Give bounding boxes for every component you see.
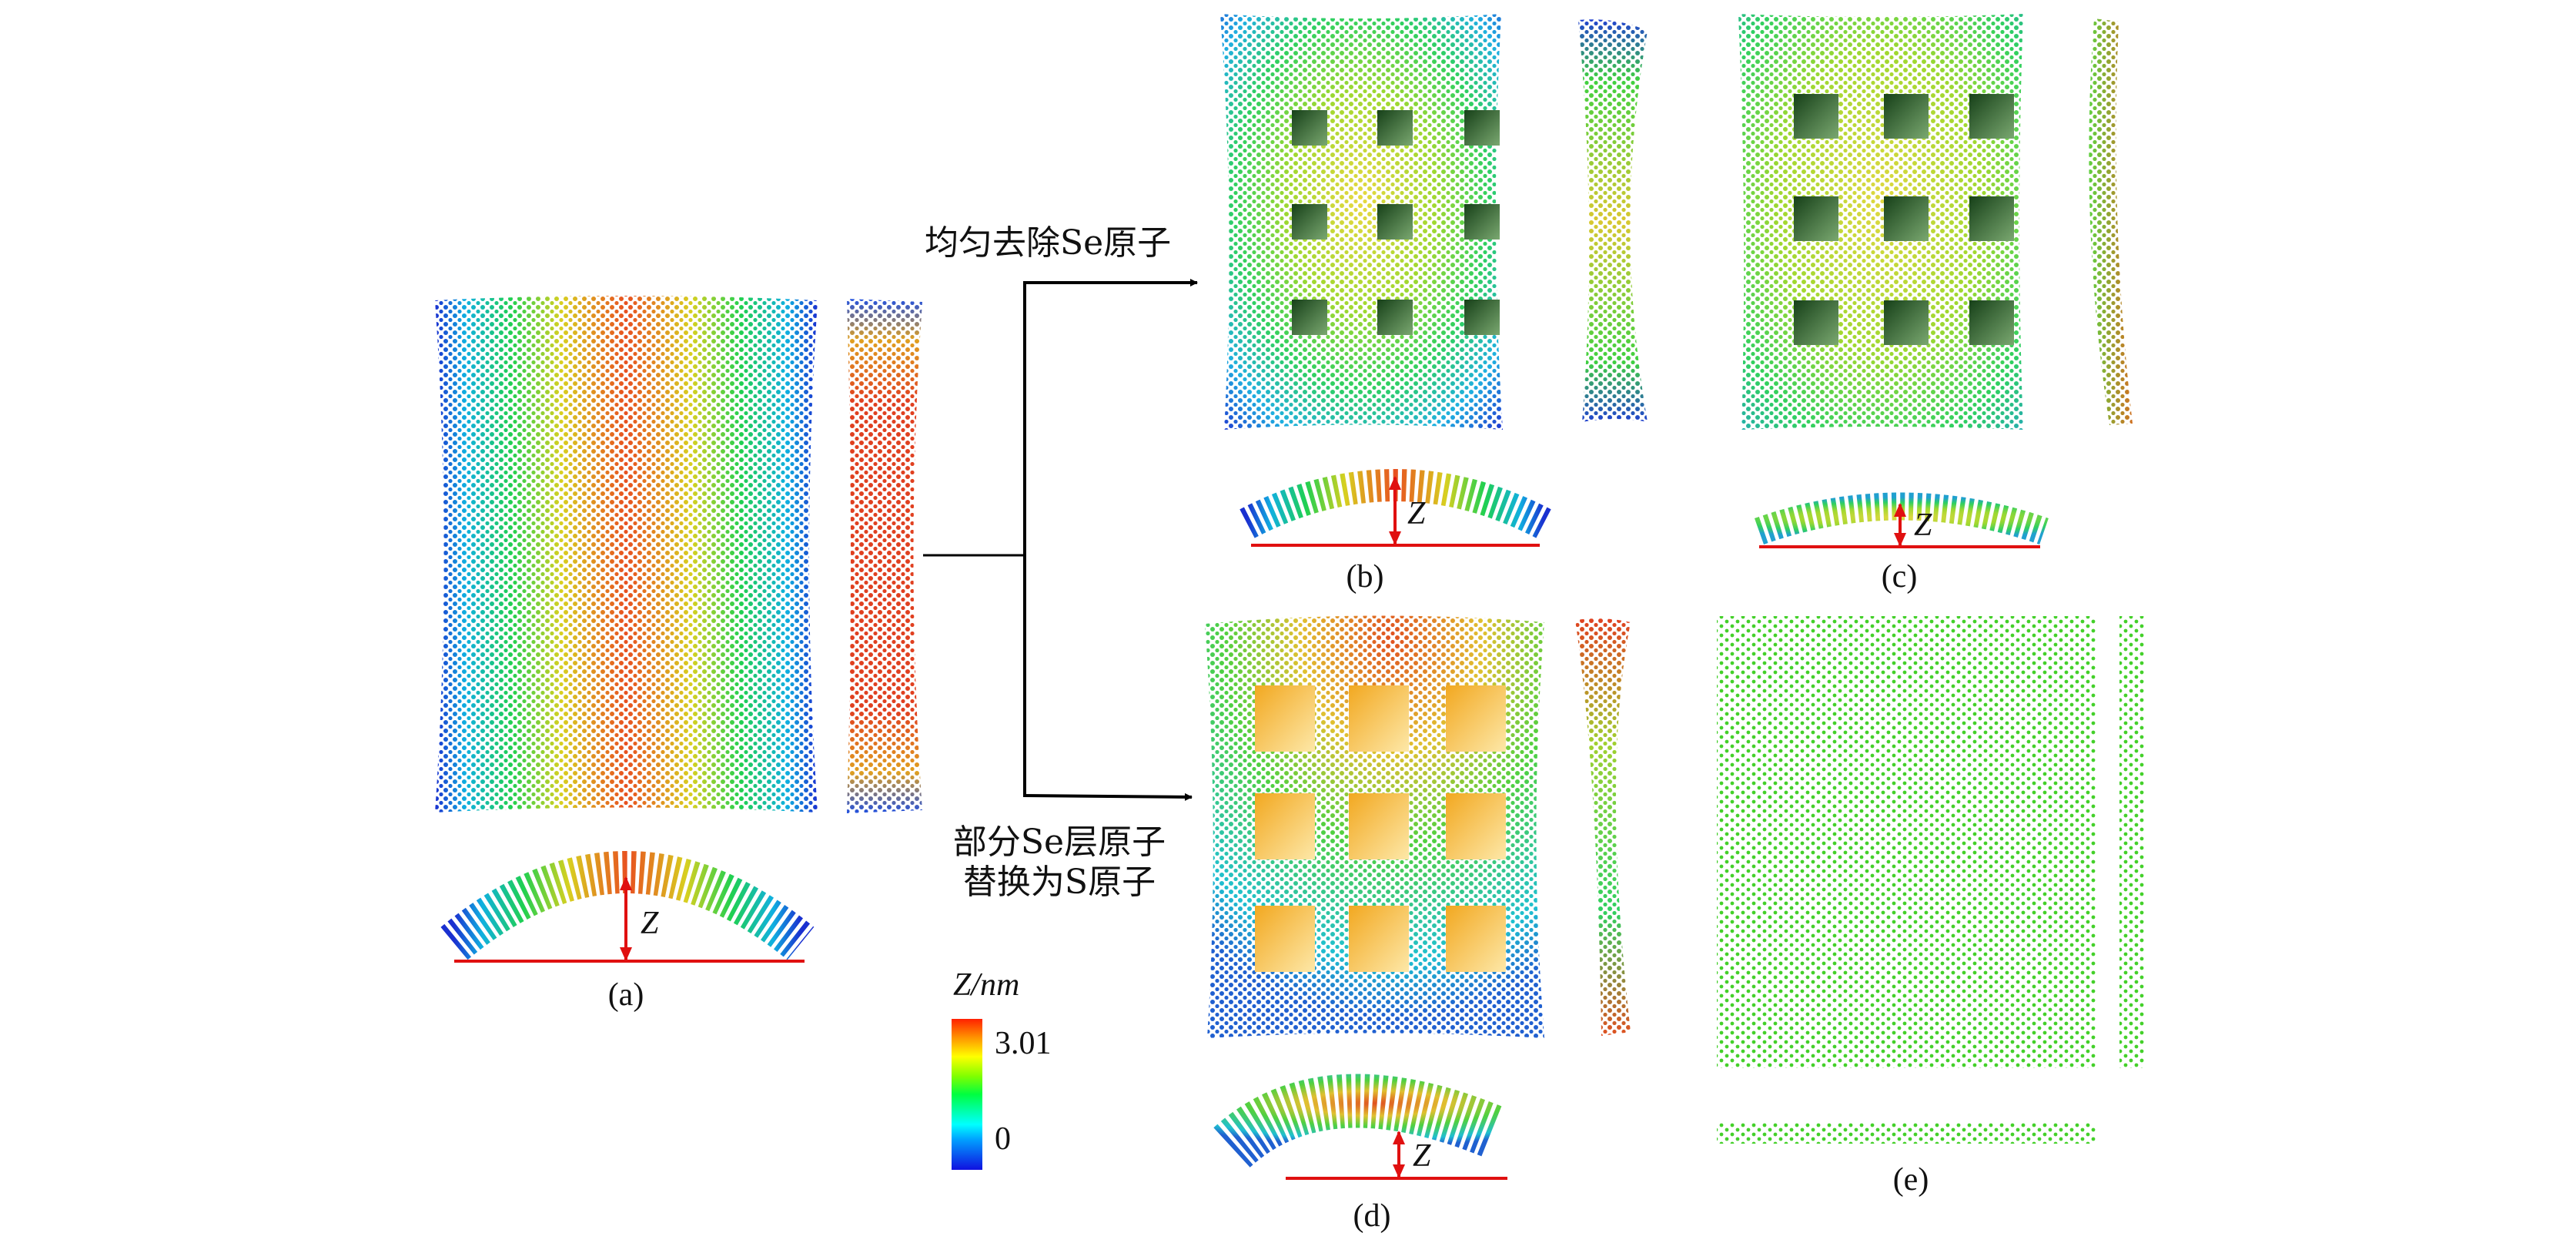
panel-c-vacancy-holes — [1794, 94, 2014, 345]
panel-b: Z (b) — [1220, 14, 1648, 595]
colorbar-gradient — [952, 1019, 982, 1170]
panel-e-cross-section — [1717, 1123, 2096, 1144]
bottom-arrow-text-line1: 部分Se层原子 — [953, 823, 1166, 862]
panel-c-z-label: Z — [1914, 508, 1932, 543]
colorbar: Z/nm 3.01 0 — [952, 967, 1052, 1170]
panel-d: Z (d) — [1205, 615, 1631, 1234]
panel-d-z-label: Z — [1413, 1138, 1431, 1174]
panel-e: (e) — [1717, 616, 2144, 1198]
colorbar-max-label: 3.01 — [995, 1026, 1052, 1061]
panel-e-label: (e) — [1893, 1162, 1929, 1198]
panel-d-label: (d) — [1353, 1198, 1391, 1234]
panel-a-label: (a) — [608, 977, 644, 1013]
bottom-arrow-text-line2: 替换为S原子 — [963, 863, 1156, 902]
panel-c: Z (c) — [1738, 14, 2133, 595]
panel-d-side-view — [1575, 618, 1631, 1036]
arrow-to-d — [1022, 792, 1193, 801]
panel-e-top-view — [1717, 616, 2096, 1068]
panel-b-side-view — [1578, 19, 1648, 423]
panel-a-side-view — [847, 299, 922, 813]
panel-a-top-view — [435, 296, 818, 812]
panel-b-top-view — [1220, 14, 1503, 430]
panel-a-cross-section — [440, 851, 815, 960]
colorbar-min-label: 0 — [995, 1121, 1011, 1157]
panel-b-vacancy-holes — [1292, 110, 1500, 335]
panel-b-z-label: Z — [1407, 496, 1426, 531]
branch-arrows: 均匀去除Se原子 部分Se层原子 替换为S原子 — [923, 223, 1198, 902]
panel-c-label: (c) — [1882, 559, 1918, 595]
panel-b-label: (b) — [1347, 559, 1384, 595]
panel-d-sulfur-regions — [1255, 685, 1506, 972]
colorbar-title: Z/nm — [953, 967, 1019, 1003]
panel-a: Z (a) — [435, 296, 922, 1013]
panel-d-cross-section — [1213, 1074, 1504, 1168]
panel-e-side-view — [2119, 616, 2144, 1068]
panel-a-z-label: Z — [641, 906, 659, 941]
panel-c-side-view — [2089, 18, 2133, 425]
top-arrow-text: 均匀去除Se原子 — [925, 223, 1171, 263]
